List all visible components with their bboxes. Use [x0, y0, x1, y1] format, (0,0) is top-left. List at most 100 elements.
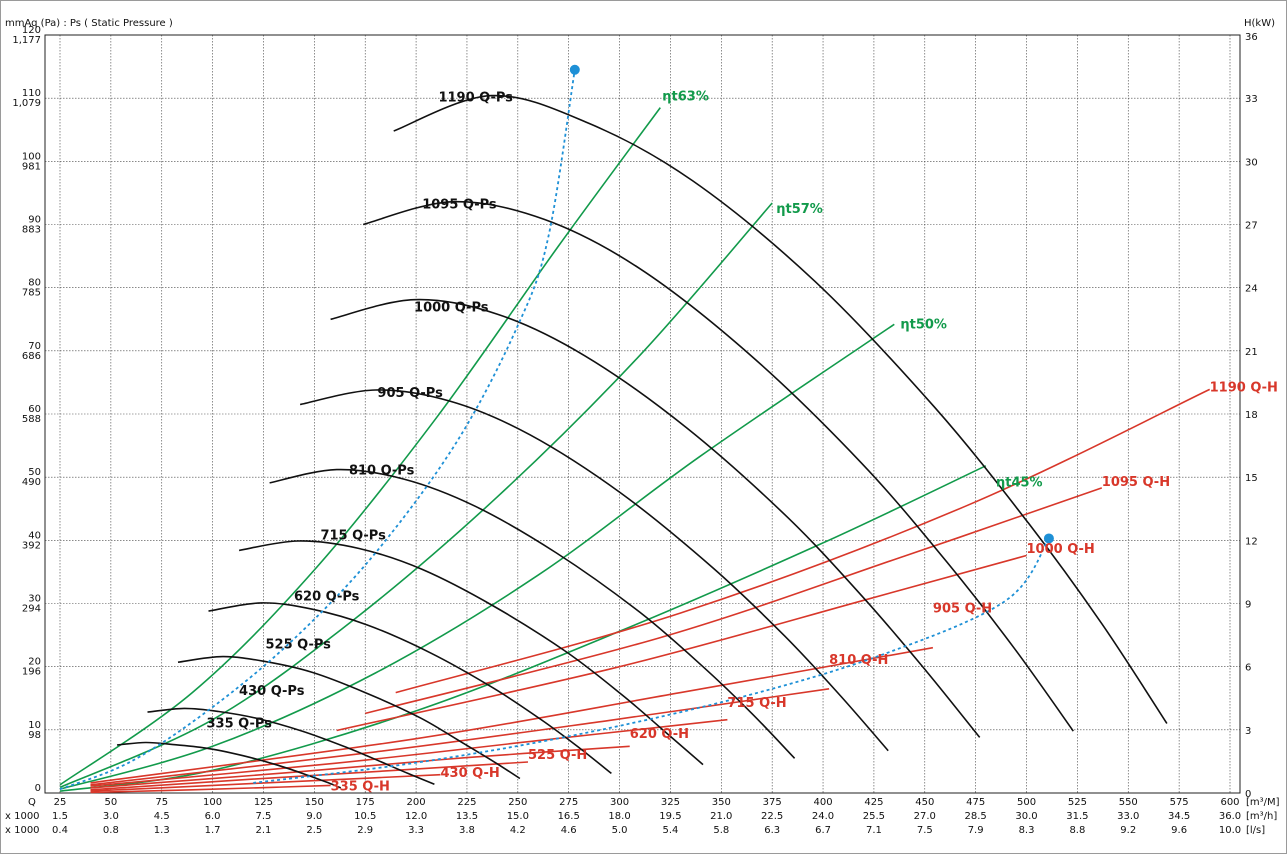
y-right-tick-label: 27: [1245, 221, 1258, 232]
x-tick-label: 7.1: [866, 825, 882, 836]
static-pressure-curve-label: 1000 Q-Ps: [414, 301, 489, 316]
boundary-series: [59, 64, 1054, 791]
boundary-end-marker: [1043, 533, 1054, 544]
static-pressure-series: [116, 94, 1168, 789]
y-right-tick-label: 15: [1245, 473, 1258, 484]
x-tick-label: 5.8: [713, 825, 729, 836]
x-tick-label: 4.6: [561, 825, 577, 836]
x-tick-label: 10.5: [354, 811, 376, 822]
static-pressure-curve-label: 810 Q-Ps: [349, 464, 415, 479]
x-tick-label: 475: [966, 797, 985, 808]
y-left-tick-label: 120: [22, 25, 41, 36]
power-curve-label: 715 Q-H: [727, 696, 786, 711]
y-left-tick-label: 70: [28, 341, 41, 352]
y-left-tick-label-pa: 196: [22, 667, 41, 678]
x-tick-label: 275: [559, 797, 578, 808]
static-pressure-curve: [116, 741, 342, 789]
x-tick-label: 8.3: [1019, 825, 1035, 836]
x-tick-label: 27.0: [914, 811, 936, 822]
boundary-curve: [253, 537, 1050, 784]
y-left-tick-label: 30: [28, 594, 41, 605]
static-pressure-curve-label: 715 Q-Ps: [320, 529, 386, 544]
static-pressure-curve: [238, 540, 704, 766]
x-tick-label: 7.5: [256, 811, 272, 822]
static-pressure-curve-label: 620 Q-Ps: [294, 589, 360, 604]
x-row-unit: [l/s]: [1246, 825, 1265, 836]
static-pressure-curve-label: 1190 Q-Ps: [438, 90, 513, 105]
y-right-tick-label: 21: [1245, 347, 1258, 358]
efficiency-curve: [59, 107, 661, 786]
static-pressure-curve: [269, 468, 796, 759]
power-curve: [90, 784, 331, 794]
static-pressure-curve-label: 335 Q-Ps: [207, 716, 273, 731]
x-tick-label: 21.0: [710, 811, 732, 822]
efficiency-curve-label: ηt50%: [900, 318, 947, 333]
x-tick-label: 3.8: [459, 825, 475, 836]
y-left-tick-label: 50: [28, 467, 41, 478]
y-left-tick-label-pa: 1,079: [12, 98, 41, 109]
y-left-axis-title: mmAq (Pa) : Ps ( Static Pressure ): [5, 18, 173, 29]
y-left-tick-label: 0: [35, 783, 41, 794]
static-pressure-curve: [147, 707, 435, 785]
curve-labels: 335 Q-Ps 430 Q-Ps 525 Q-Ps 620 Q-Ps 715 Q-Ps…: [207, 90, 1278, 795]
static-pressure-curve: [208, 602, 612, 775]
y-right-tick-label: 30: [1245, 157, 1258, 168]
y-left-tick-label: 100: [22, 151, 41, 162]
x-tick-label: 25: [54, 797, 67, 808]
power-curve-label: 1095 Q-H: [1102, 475, 1170, 490]
x-tick-label: 600: [1220, 797, 1239, 808]
x-tick-label: 350: [712, 797, 731, 808]
x-tick-label: 500: [1017, 797, 1036, 808]
x-tick-label: 12.0: [405, 811, 427, 822]
x-tick-label: 150: [305, 797, 324, 808]
y-left-tick-label-pa: 686: [22, 351, 41, 362]
x-tick-label: 325: [661, 797, 680, 808]
x-tick-label: 4.2: [510, 825, 526, 836]
x-tick-label: 10.0: [1219, 825, 1241, 836]
x-tick-label: 9.0: [306, 811, 322, 822]
x-tick-label: 13.5: [456, 811, 478, 822]
static-pressure-curve: [363, 200, 1074, 732]
x-tick-label: 6.3: [764, 825, 780, 836]
efficiency-curve: [59, 202, 773, 789]
power-curve: [90, 646, 934, 784]
y-right-tick-label: 18: [1245, 410, 1258, 421]
x-tick-label: 375: [763, 797, 782, 808]
x-row-prefix: x 1000: [5, 811, 40, 822]
x-tick-label: 1.5: [52, 811, 68, 822]
x-tick-label: 22.5: [761, 811, 783, 822]
y-right-tick-label: 24: [1245, 284, 1258, 295]
x-tick-label: 225: [457, 797, 476, 808]
x-tick-label: 36.0: [1219, 811, 1241, 822]
x-tick-label: 9.2: [1120, 825, 1136, 836]
y-left-tick-label-pa: 981: [22, 161, 41, 172]
x-tick-label: 28.5: [965, 811, 987, 822]
power-curve: [90, 718, 728, 787]
static-pressure-curve-label: 525 Q-Ps: [266, 637, 332, 652]
y-left-tick-label-pa: 392: [22, 540, 41, 551]
x-row-prefix: Q: [28, 797, 36, 808]
x-tick-label: 175: [356, 797, 375, 808]
y-right-tick-label: 36: [1245, 32, 1258, 43]
x-tick-label: 575: [1170, 797, 1189, 808]
power-curve-label: 430 Q-H: [441, 766, 500, 781]
x-tick-label: 400: [813, 797, 832, 808]
x-tick-label: 9.6: [1171, 825, 1187, 836]
y-left-tick-label-pa: 588: [22, 414, 41, 425]
x-tick-label: 300: [610, 797, 629, 808]
x-tick-label: 75: [155, 797, 168, 808]
x-axis: Q 25 50 75 100 125 150 175 200 225 250 275 300 325 350…: [5, 797, 1280, 836]
y-left-tick-label: 10: [28, 720, 41, 731]
power-curve-label: 810 Q-H: [829, 653, 888, 668]
x-tick-label: 1.3: [154, 825, 170, 836]
y-left-tick-label-pa: 785: [22, 288, 41, 299]
power-curve: [90, 773, 441, 792]
static-pressure-curve: [177, 655, 521, 780]
power-curve-label: 620 Q-H: [630, 727, 689, 742]
x-row-unit: [m³/h]: [1246, 811, 1277, 822]
power-curve-label: 1000 Q-H: [1027, 542, 1095, 557]
